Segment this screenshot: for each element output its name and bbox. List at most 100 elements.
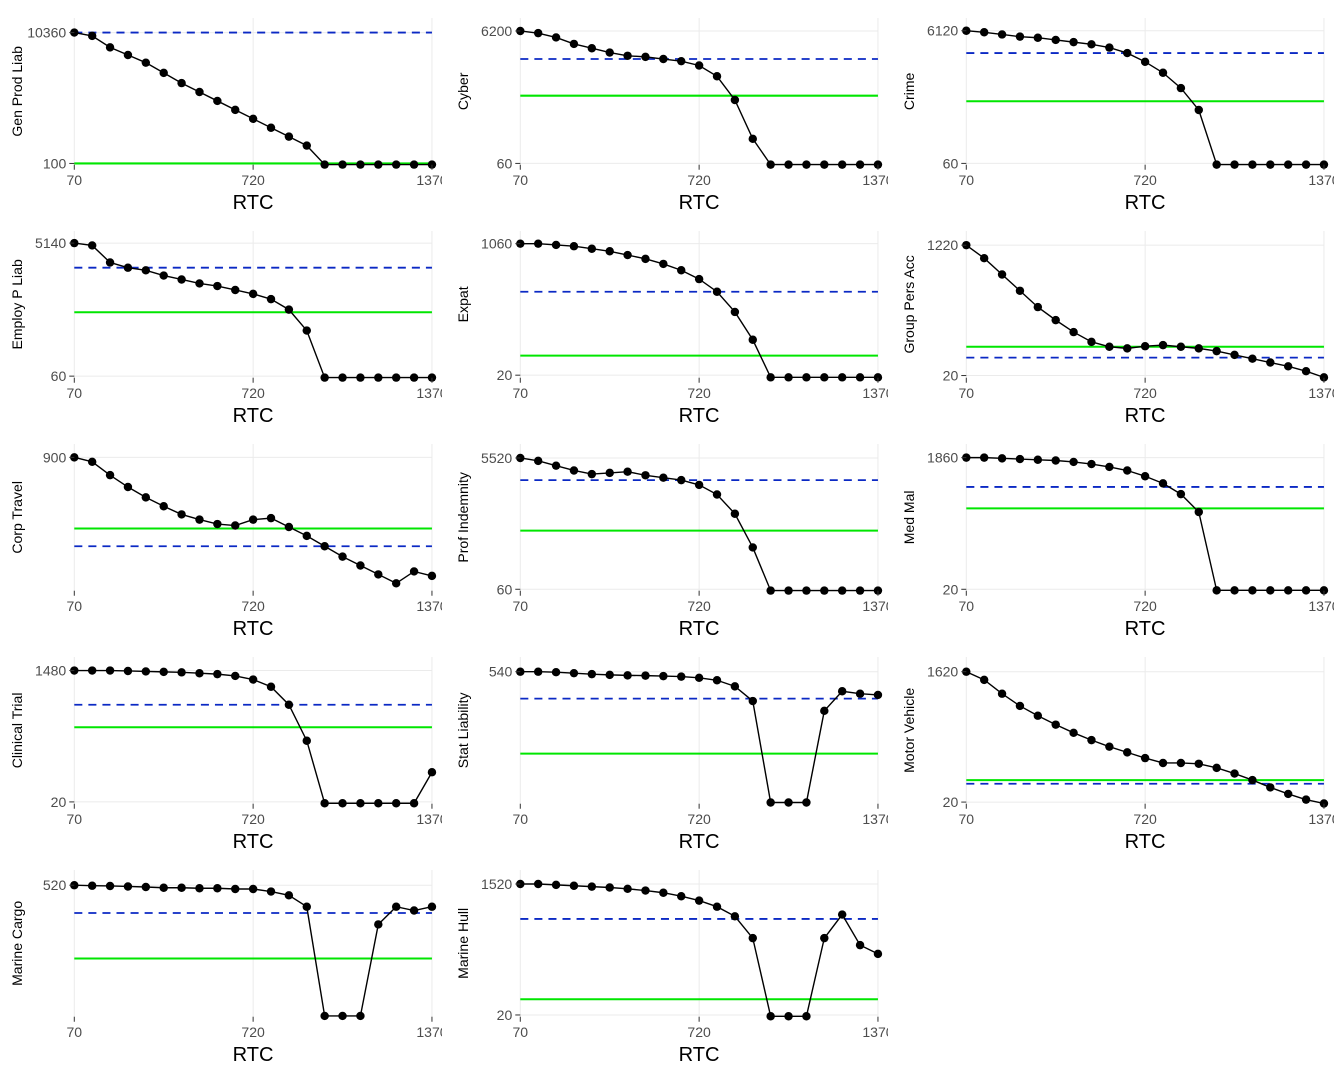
x-axis-title: RTC <box>1125 831 1166 853</box>
y-axis-title: Expat <box>456 286 471 322</box>
x-tick-label: 70 <box>66 172 82 188</box>
chart-panel-crime: 707201370606120RTCCrime <box>902 10 1334 217</box>
x-tick-label: 1370 <box>1308 811 1334 827</box>
x-tick-label: 70 <box>512 1024 528 1040</box>
x-tick-label: 1370 <box>862 172 888 188</box>
y-tick-label: 1480 <box>35 662 66 678</box>
x-tick-label: 70 <box>66 385 82 401</box>
x-tick-label: 1370 <box>862 385 888 401</box>
x-tick-label: 1370 <box>416 811 442 827</box>
x-axis-title: RTC <box>233 618 274 640</box>
x-axis-title: RTC <box>233 1044 274 1066</box>
x-axis-title: RTC <box>679 831 720 853</box>
y-tick-label: 10360 <box>27 25 66 41</box>
x-tick-label: 720 <box>1133 811 1157 827</box>
x-tick-label: 720 <box>241 811 265 827</box>
x-tick-label: 70 <box>66 1024 82 1040</box>
x-tick-label: 720 <box>687 598 711 614</box>
y-axis-title: Prof Indemnity <box>456 472 471 563</box>
x-tick-label: 70 <box>512 385 528 401</box>
y-tick-label: 20 <box>51 794 67 810</box>
x-tick-label: 720 <box>1133 385 1157 401</box>
x-tick-label: 1370 <box>416 385 442 401</box>
y-tick-label: 6200 <box>481 23 512 39</box>
x-axis-title: RTC <box>679 192 720 214</box>
x-axis-title: RTC <box>1125 618 1166 640</box>
y-tick-label: 1520 <box>481 876 512 892</box>
y-tick-label: 60 <box>51 368 67 384</box>
y-tick-label: 1060 <box>481 236 512 252</box>
x-tick-label: 1370 <box>1308 598 1334 614</box>
y-axis-title: Marine Cargo <box>10 900 25 985</box>
y-axis-title: Crime <box>902 72 917 110</box>
x-tick-label: 70 <box>66 598 82 614</box>
x-axis-title: RTC <box>1125 192 1166 214</box>
y-tick-label: 20 <box>943 581 959 597</box>
small-multiples-grid: 70 720 1370 100 10360 RTC Gen Prod Liab 70 720 13… <box>10 10 1334 1065</box>
y-axis-title: Motor Vehicle <box>902 687 917 772</box>
x-axis-title: RTC <box>679 405 720 427</box>
x-tick-label: 720 <box>687 811 711 827</box>
x-axis-title: RTC <box>233 192 274 214</box>
x-tick-label: 1370 <box>416 598 442 614</box>
x-tick-label: 1370 <box>416 1024 442 1040</box>
x-axis-title: RTC <box>679 1044 720 1066</box>
x-tick-label: 1370 <box>1308 385 1334 401</box>
y-tick-label: 20 <box>943 794 959 810</box>
chart-panel-cyber: 70 720 1370 60 6200 RTC Cyber <box>456 10 888 217</box>
y-tick-label: 1860 <box>927 450 958 466</box>
x-tick-label: 720 <box>241 385 265 401</box>
y-axis-title: Employ P Liab <box>10 259 25 350</box>
x-tick-label: 1370 <box>1308 172 1334 188</box>
y-axis-title: Gen Prod Liab <box>10 46 25 137</box>
x-tick-label: 1370 <box>862 811 888 827</box>
y-tick-label: 60 <box>943 155 959 171</box>
x-tick-label: 70 <box>958 172 974 188</box>
x-tick-label: 70 <box>958 598 974 614</box>
x-tick-label: 720 <box>687 1024 711 1040</box>
chart-panel-clinical-trial: 707201370201480RTCClinical Trial <box>10 649 442 856</box>
x-tick-label: 70 <box>958 811 974 827</box>
y-tick-label: 540 <box>489 664 513 680</box>
x-axis-title: RTC <box>233 405 274 427</box>
chart-panel-group-pers-acc: 70 720 1370 20 1220 RTC Group Pers Acc <box>902 223 1334 430</box>
chart-panel-stat-liability: 707201370540RTCStat Liability <box>456 649 888 856</box>
y-tick-label: 1620 <box>927 664 958 680</box>
chart-panel-corp-travel: 70 720 1370 900 RTC Corp Travel <box>10 436 442 643</box>
x-tick-label: 70 <box>66 811 82 827</box>
x-tick-label: 720 <box>241 172 265 188</box>
x-tick-label: 720 <box>241 598 265 614</box>
x-tick-label: 1370 <box>862 1024 888 1040</box>
y-tick-label: 900 <box>43 449 67 465</box>
y-tick-label: 20 <box>943 368 959 384</box>
x-axis-title: RTC <box>679 618 720 640</box>
y-axis-title: Marine Hull <box>456 908 471 979</box>
y-axis-title: Cyber <box>456 72 471 110</box>
chart-panel-med-mal: 707201370201860RTCMed Mal <box>902 436 1334 643</box>
y-tick-label: 1220 <box>927 237 958 253</box>
y-tick-label: 520 <box>43 877 67 893</box>
x-tick-label: 720 <box>687 172 711 188</box>
x-tick-label: 70 <box>512 172 528 188</box>
chart-panel-marine-cargo: 707201370520RTCMarine Cargo <box>10 862 442 1069</box>
x-tick-label: 70 <box>512 598 528 614</box>
y-axis-title: Stat Liability <box>456 692 471 768</box>
x-axis-title: RTC <box>233 831 274 853</box>
y-tick-label: 20 <box>497 367 513 383</box>
chart-panel-gen-prod-liab: 70 720 1370 100 10360 RTC Gen Prod Liab <box>10 10 442 217</box>
x-axis-title: RTC <box>1125 405 1166 427</box>
chart-panel-marine-hull: 70 720 1370 20 1520 RTC Marine Hull <box>456 862 888 1069</box>
chart-panel-expat: 707201370201060RTCExpat <box>456 223 888 430</box>
y-axis-title: Group Pers Acc <box>902 255 917 353</box>
y-tick-label: 5520 <box>481 450 512 466</box>
x-tick-label: 70 <box>958 385 974 401</box>
chart-panel-motor-vehicle: 70 720 1370 20 1620 RTC Motor Vehicle <box>902 649 1334 856</box>
y-axis-title: Corp Travel <box>10 481 25 554</box>
y-tick-label: 60 <box>497 155 513 171</box>
y-axis-title: Med Mal <box>902 490 917 544</box>
chart-panel-employ-p-liab: 707201370605140RTCEmploy P Liab <box>10 223 442 430</box>
y-tick-label: 100 <box>43 155 67 171</box>
x-tick-label: 1370 <box>416 172 442 188</box>
x-tick-label: 1370 <box>862 598 888 614</box>
y-tick-label: 20 <box>497 1007 513 1023</box>
